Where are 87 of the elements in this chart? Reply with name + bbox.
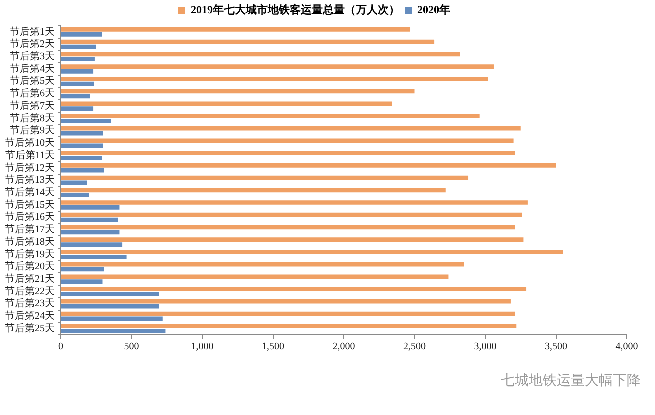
bar	[62, 131, 104, 136]
text: 七城地铁运量大幅下降	[501, 372, 641, 388]
bar	[62, 82, 94, 86]
bar	[62, 324, 517, 329]
x-tick-label: 2,000	[332, 342, 356, 353]
bar	[62, 163, 556, 168]
bar	[62, 274, 449, 280]
bar	[62, 292, 160, 296]
bar	[62, 312, 516, 316]
bar	[62, 138, 514, 144]
x-tick-label: 1,500	[262, 342, 284, 353]
x-tick-label: 3,500	[545, 342, 568, 353]
x-tick-label: 4,000	[616, 342, 638, 353]
bar	[62, 144, 104, 148]
bar	[62, 250, 564, 254]
x-tick-label: 500	[124, 342, 140, 353]
bar	[62, 230, 120, 235]
bar	[62, 242, 123, 247]
bar	[62, 70, 94, 74]
y-tick-label: 节后第14天	[5, 186, 55, 198]
y-tick-label: 节后第1天	[10, 26, 55, 38]
bar	[62, 176, 469, 180]
y-tick-label: 节后第25天	[5, 322, 55, 334]
legend-label: 2019年七大城市地铁客运量总量（万人次）	[191, 3, 400, 16]
bar	[62, 280, 103, 284]
bar	[62, 118, 112, 124]
bar	[62, 262, 464, 267]
bar	[62, 151, 516, 156]
x-tick-label: 2,500	[404, 342, 426, 353]
y-tick-label: 节后第2天	[10, 38, 55, 50]
bar	[62, 156, 102, 160]
y-tick-label: 节后第7天	[10, 100, 55, 112]
bar	[62, 64, 494, 69]
bar	[62, 44, 96, 50]
y-tick-label: 节后第4天	[10, 62, 55, 75]
y-tick-label: 节后第10天	[5, 137, 55, 150]
bar	[62, 304, 160, 309]
bar	[62, 200, 528, 205]
bar	[62, 168, 104, 173]
bar	[62, 180, 88, 186]
bar	[62, 218, 118, 222]
bar	[62, 32, 102, 37]
y-tick-label: 节后第22天	[5, 285, 55, 298]
y-tick-label: 节后第13天	[5, 174, 55, 186]
y-tick-label: 节后第21天	[5, 273, 55, 286]
bar	[62, 193, 90, 198]
bar	[62, 267, 104, 272]
bar	[62, 329, 166, 334]
y-tick-label: 节后第11天	[5, 149, 55, 162]
y-tick-label: 节后第6天	[10, 88, 55, 100]
bar	[62, 206, 120, 210]
y-tick-label: 节后第3天	[10, 50, 55, 63]
bar	[62, 114, 480, 118]
y-tick-label: 节后第12天	[5, 162, 55, 174]
bar	[62, 106, 94, 111]
bar	[62, 299, 511, 304]
legend-label: 2020年	[418, 3, 450, 16]
bar	[62, 254, 127, 260]
bar	[62, 225, 516, 230]
bar	[62, 57, 95, 62]
bar	[62, 212, 522, 218]
bar	[62, 238, 524, 242]
bar	[62, 126, 521, 131]
bar	[62, 94, 90, 99]
bar	[62, 188, 446, 193]
y-tick-label: 节后第18天	[5, 236, 55, 248]
y-tick-label: 节后第16天	[5, 211, 55, 224]
y-tick-label: 节后第24天	[5, 310, 55, 322]
bar	[62, 89, 415, 94]
y-tick-label: 节后第17天	[5, 224, 55, 236]
y-tick-label: 节后第20天	[5, 260, 55, 273]
y-tick-label: 节后第19天	[5, 248, 55, 260]
bar	[62, 316, 163, 322]
y-tick-label: 节后第5天	[10, 75, 55, 88]
bar	[62, 52, 460, 57]
y-tick-label: 节后第23天	[5, 298, 55, 310]
bar	[62, 102, 392, 106]
y-tick-label: 节后第9天	[10, 124, 55, 137]
bar	[62, 287, 527, 292]
bar	[62, 76, 488, 82]
y-tick-label: 节后第8天	[10, 112, 55, 124]
bar	[62, 28, 411, 32]
bar	[62, 40, 435, 44]
y-tick-label: 节后第15天	[5, 198, 55, 211]
x-tick-label: 0	[58, 342, 64, 353]
x-tick-label: 3,000	[474, 342, 497, 353]
x-tick-label: 1,000	[191, 342, 214, 353]
